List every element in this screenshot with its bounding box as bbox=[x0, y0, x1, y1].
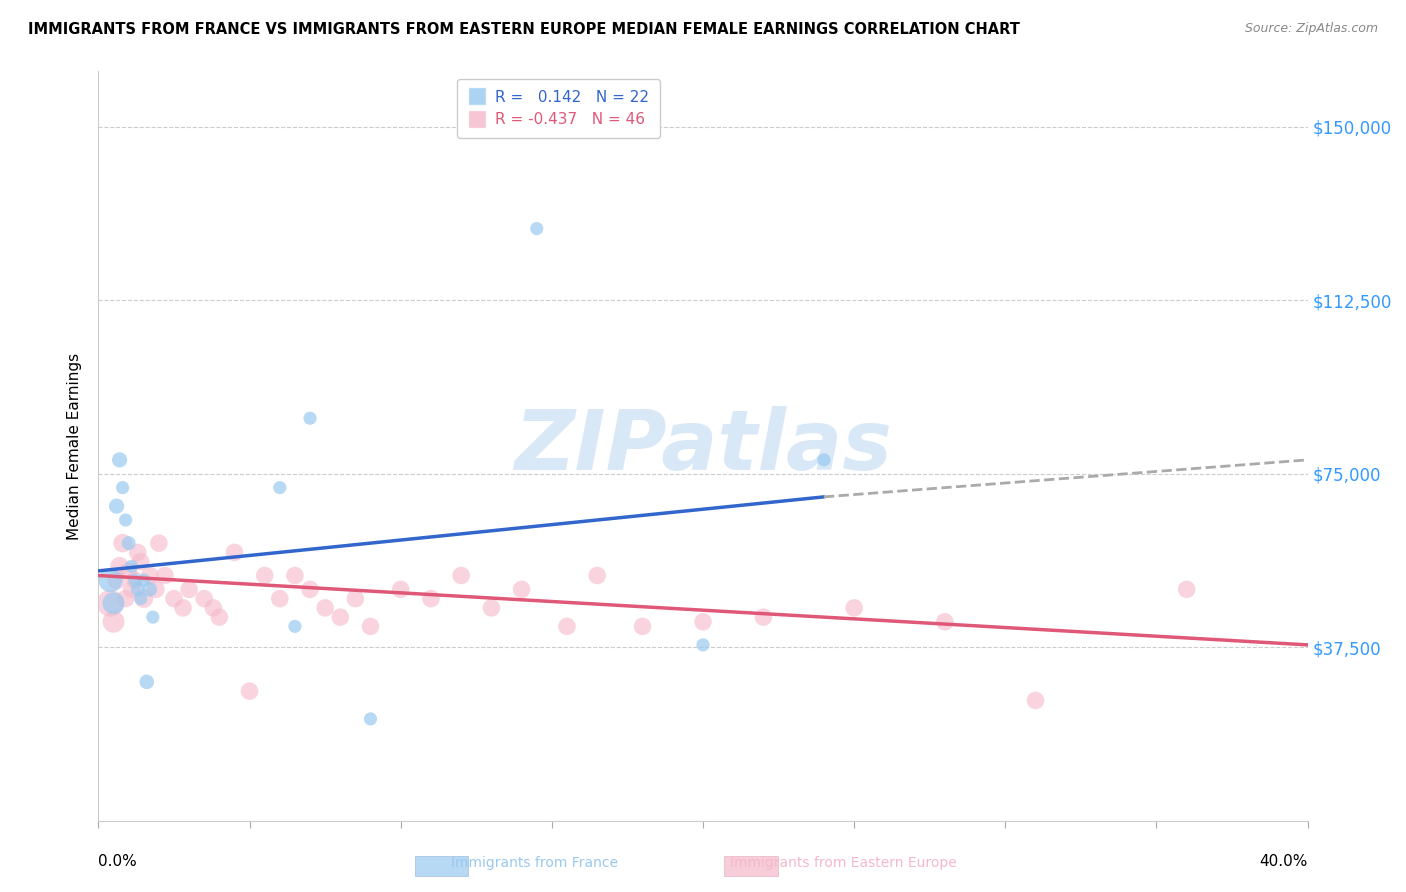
Point bbox=[1024, 693, 1046, 707]
Point bbox=[124, 573, 146, 587]
Point bbox=[124, 573, 146, 587]
Y-axis label: Median Female Earnings: Median Female Earnings bbox=[67, 352, 83, 540]
Point bbox=[752, 610, 775, 624]
Text: IMMIGRANTS FROM FRANCE VS IMMIGRANTS FROM EASTERN EUROPE MEDIAN FEMALE EARNINGS : IMMIGRANTS FROM FRANCE VS IMMIGRANTS FRO… bbox=[28, 22, 1019, 37]
Point bbox=[179, 582, 201, 597]
Point bbox=[105, 499, 128, 513]
Text: ZIPatlas: ZIPatlas bbox=[515, 406, 891, 486]
Point bbox=[314, 600, 336, 615]
Point bbox=[139, 568, 162, 582]
Point bbox=[360, 712, 382, 726]
Text: 0.0%: 0.0% bbox=[98, 855, 138, 870]
Point bbox=[114, 591, 136, 606]
Point bbox=[481, 600, 503, 615]
Point bbox=[135, 674, 157, 689]
Text: 40.0%: 40.0% bbox=[1260, 855, 1308, 870]
Point bbox=[555, 619, 578, 633]
Point bbox=[132, 591, 155, 606]
Point bbox=[193, 591, 215, 606]
Point bbox=[934, 615, 956, 629]
Point bbox=[844, 600, 866, 615]
Point bbox=[329, 610, 352, 624]
Point bbox=[163, 591, 186, 606]
Point bbox=[239, 684, 262, 698]
Point bbox=[127, 582, 149, 597]
Point bbox=[586, 568, 609, 582]
Point bbox=[526, 221, 548, 235]
Point bbox=[202, 600, 225, 615]
Point bbox=[103, 615, 125, 629]
Point bbox=[284, 568, 307, 582]
Point bbox=[108, 453, 131, 467]
Point bbox=[631, 619, 654, 633]
Point bbox=[1175, 582, 1198, 597]
Point bbox=[253, 568, 276, 582]
Point bbox=[105, 573, 128, 587]
Point bbox=[299, 411, 322, 425]
Point bbox=[111, 481, 134, 495]
Point bbox=[103, 596, 125, 610]
Text: Immigrants from France: Immigrants from France bbox=[451, 856, 617, 871]
Point bbox=[148, 536, 170, 550]
Point bbox=[284, 619, 307, 633]
Point bbox=[813, 453, 835, 467]
Point bbox=[100, 573, 122, 587]
Point bbox=[692, 615, 714, 629]
Point bbox=[299, 582, 322, 597]
Point bbox=[132, 573, 155, 587]
Point bbox=[145, 582, 167, 597]
Point bbox=[111, 536, 134, 550]
Point bbox=[389, 582, 412, 597]
Legend: R =   0.142   N = 22, R = -0.437   N = 46: R = 0.142 N = 22, R = -0.437 N = 46 bbox=[457, 79, 659, 138]
Point bbox=[344, 591, 367, 606]
Point bbox=[208, 610, 231, 624]
Point bbox=[692, 638, 714, 652]
Point bbox=[269, 481, 291, 495]
Point bbox=[121, 582, 143, 597]
Point bbox=[360, 619, 382, 633]
Point bbox=[118, 564, 141, 578]
Point bbox=[139, 582, 162, 597]
Point bbox=[450, 568, 472, 582]
Point bbox=[142, 610, 165, 624]
Point bbox=[121, 559, 143, 574]
Point bbox=[420, 591, 443, 606]
Point bbox=[129, 555, 152, 569]
Point bbox=[224, 545, 246, 559]
Point bbox=[127, 545, 149, 559]
Text: Immigrants from Eastern Europe: Immigrants from Eastern Europe bbox=[730, 856, 957, 871]
Point bbox=[172, 600, 194, 615]
Point bbox=[108, 559, 131, 574]
Point bbox=[510, 582, 533, 597]
Text: Source: ZipAtlas.com: Source: ZipAtlas.com bbox=[1244, 22, 1378, 36]
Point bbox=[114, 513, 136, 527]
Point bbox=[118, 536, 141, 550]
Point bbox=[153, 568, 176, 582]
Point bbox=[129, 591, 152, 606]
Point bbox=[100, 596, 122, 610]
Point bbox=[269, 591, 291, 606]
